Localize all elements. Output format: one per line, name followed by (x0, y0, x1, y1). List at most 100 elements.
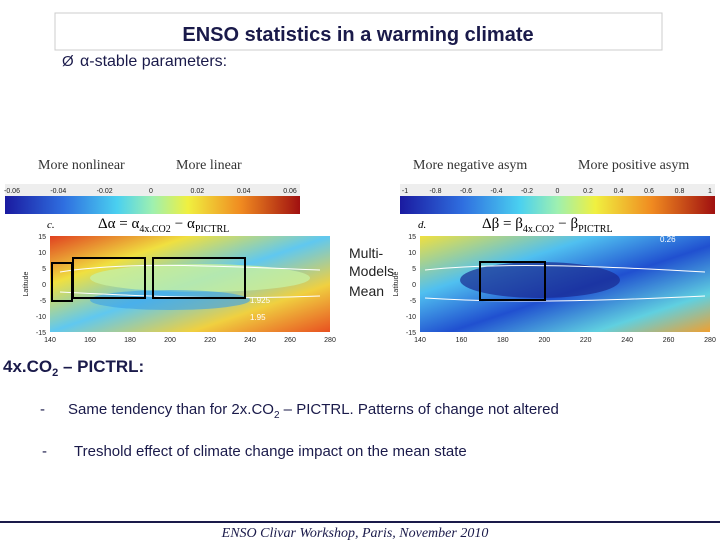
map-y-tick: -5 (40, 298, 46, 305)
formula-part: − α (175, 216, 195, 232)
map-x-tick: 220 (204, 337, 216, 344)
colorbar-tick-label: 0 (149, 188, 153, 195)
colorbar-tick-label: 0.8 (675, 188, 685, 195)
panel-label: More negative asym (413, 158, 527, 173)
panel-label: More nonlinear (38, 158, 125, 173)
colorbar-tick-label: 0.02 (191, 188, 205, 195)
map-x-tick: 220 (580, 337, 592, 344)
map-y-tick: 0 (42, 282, 46, 289)
panel-letter: c. (47, 219, 55, 231)
map-y-tick: 10 (38, 250, 46, 257)
bullet-text: Same tendency than for 2x.CO2 – PICTRL. … (68, 401, 559, 421)
formula: Δβ = β4x.CO2 − βPICTRL (482, 216, 613, 235)
heading-part: – PICTRL: (58, 357, 144, 376)
colorbar-tick-label: 0.06 (283, 188, 297, 195)
map-x-tick: 280 (324, 337, 336, 344)
map-y-tick: -15 (36, 330, 46, 337)
map-feature (460, 262, 620, 298)
map-y-label: Latitude (23, 271, 30, 296)
region-box (72, 257, 146, 299)
colorbar-tick-label: 0.04 (237, 188, 251, 195)
map-feature (90, 290, 250, 310)
heading-sub: 2 (52, 367, 58, 379)
formula-sub: PICTRL (578, 224, 612, 235)
contour-label: 0.26 (660, 235, 676, 244)
footer: ENSO Clivar Workshop, Paris, November 20… (221, 526, 489, 540)
map-y-tick: -10 (36, 314, 46, 321)
contour (424, 265, 706, 302)
map-y-tick: 10 (408, 250, 416, 257)
map-y-tick: 5 (42, 266, 46, 273)
colorbar-tick-label: -0.8 (429, 188, 441, 195)
formula-part: Δβ = β (482, 216, 523, 232)
colorbar-tick-label: -1 (402, 188, 408, 195)
map-x-tick: 260 (284, 337, 296, 344)
formula-sub: PICTRL (195, 224, 229, 235)
colorbar (5, 196, 300, 214)
colorbar-tick-label: 1 (708, 188, 712, 195)
map-x-tick: 200 (164, 337, 176, 344)
center-note: Models (349, 263, 394, 279)
map-x-tick: 180 (497, 337, 509, 344)
title: ENSO statistics in a warming climate (182, 24, 533, 46)
colorbar-tick-label: 0 (556, 188, 560, 195)
colorbar-tick-label: -0.4 (490, 188, 502, 195)
colorbar-tick-label: -0.6 (460, 188, 472, 195)
map-x-tick: 180 (124, 337, 136, 344)
panel-label: More positive asym (578, 158, 689, 173)
title-box (54, 12, 663, 51)
colorbar-tick-label: 0.2 (583, 188, 593, 195)
formula: Δα = α4x.CO2 − αPICTRL (98, 216, 229, 235)
bullet-part: – PICTRL. Patterns of change not altered (280, 401, 559, 418)
map-y-tick: 5 (412, 266, 416, 273)
formula-part: − β (558, 216, 578, 232)
map-y-tick: 15 (408, 234, 416, 241)
section-heading: 4x.CO2 – PICTRL: (3, 357, 144, 379)
panel-letter: d. (418, 219, 426, 231)
colorbar (400, 196, 715, 214)
region-box (479, 261, 546, 301)
contour (59, 264, 321, 299)
map-y-tick: 0 (412, 282, 416, 289)
bullet-arrow: Ø (62, 53, 74, 70)
map-y-tick: -10 (406, 314, 416, 321)
map-y-tick: 15 (38, 234, 46, 241)
bullet-part: Same tendency than for 2x.CO (68, 401, 274, 418)
bullet-dash: - (40, 401, 45, 418)
contour-label: 1.95 (250, 313, 266, 322)
map-x-tick: 140 (414, 337, 426, 344)
map-x-tick: 200 (538, 337, 550, 344)
subtitle: α-stable parameters: (80, 53, 227, 70)
map-y-label: Latitude (393, 271, 400, 296)
formula-sub: 4x.CO2 (139, 224, 170, 235)
contour-label: 1.925 (250, 296, 271, 305)
center-note: Mean (349, 283, 384, 299)
colorbar-tick-label: 0.6 (644, 188, 654, 195)
map-x-tick: 140 (44, 337, 56, 344)
colorbar-tick-label: -0.2 (521, 188, 533, 195)
center-note: Multi- (349, 245, 384, 261)
bullet-text: Treshold effect of climate change impact… (74, 443, 467, 460)
map-x-tick: 240 (621, 337, 633, 344)
colorbar-tick-label: -0.06 (4, 188, 20, 195)
map-y-tick: -5 (410, 298, 416, 305)
map-x-tick: 260 (663, 337, 675, 344)
heading-part: 4x.CO (3, 357, 52, 376)
bullet-sub: 2 (274, 410, 280, 421)
colorbar-tick-label: -0.04 (50, 188, 66, 195)
colorbar-tick-label: 0.4 (614, 188, 624, 195)
map-y-tick: -15 (406, 330, 416, 337)
region-box (152, 257, 246, 299)
formula-sub: 4x.CO2 (523, 224, 554, 235)
map-x-tick: 240 (244, 337, 256, 344)
map-x-tick: 160 (84, 337, 96, 344)
map-x-tick: 280 (704, 337, 716, 344)
colorbar-tick-label: -0.02 (97, 188, 113, 195)
panel-label: More linear (176, 158, 242, 173)
map-x-tick: 160 (456, 337, 468, 344)
bullet-dash: - (42, 443, 47, 460)
formula-part: Δα = α (98, 216, 139, 232)
bullet-part: Treshold effect of climate change impact… (74, 443, 467, 460)
